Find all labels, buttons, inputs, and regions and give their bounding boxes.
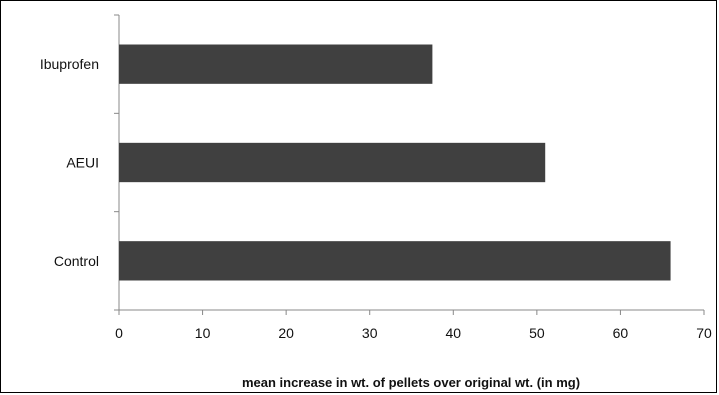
x-tick-label: 40 [445, 325, 461, 341]
x-tick-label: 10 [195, 325, 211, 341]
x-tick-label: 30 [362, 325, 378, 341]
bar-ibuprofen [119, 44, 433, 84]
x-tick-label: 70 [696, 325, 712, 341]
category-label-control: Control [54, 253, 99, 269]
x-tick-label: 20 [278, 325, 294, 341]
bar-control [119, 241, 671, 281]
x-axis-title: mean increase in wt. of pellets over ori… [242, 375, 580, 390]
category-labels: Ibuprofen AEUI Control [40, 56, 99, 269]
x-tick-marks: 0 10 20 30 40 50 60 70 [114, 14, 712, 341]
x-tick-label: 0 [115, 325, 123, 341]
category-label-ibuprofen: Ibuprofen [40, 56, 99, 72]
bar-aeui [119, 142, 546, 183]
category-label-aeui: AEUI [66, 155, 99, 171]
x-tick-label: 50 [529, 325, 545, 341]
bars-group [119, 44, 671, 281]
x-tick-label: 60 [613, 325, 629, 341]
